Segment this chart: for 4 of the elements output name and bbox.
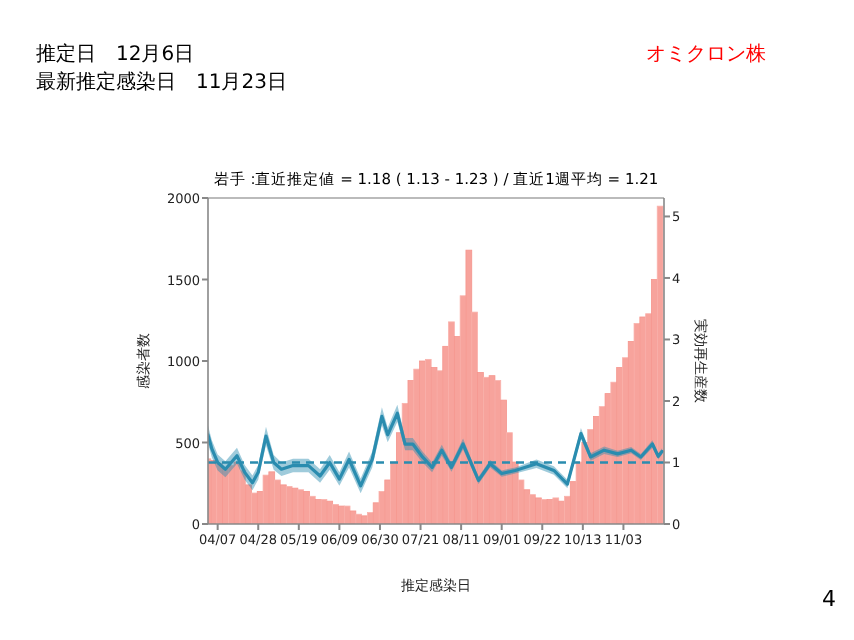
text: 4 xyxy=(822,586,836,612)
text: 最新推定感染日 11月23日 xyxy=(36,70,287,94)
text: 推定日 12月6日 xyxy=(36,42,195,66)
text: オミクロン株 xyxy=(646,42,766,66)
